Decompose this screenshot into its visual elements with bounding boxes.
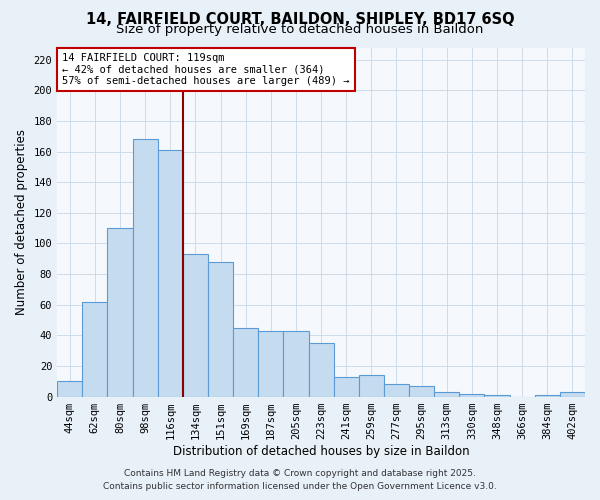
Bar: [158, 150, 183, 396]
Bar: [535, 395, 560, 396]
Bar: [283, 330, 308, 396]
Bar: [434, 392, 460, 396]
Bar: [359, 375, 384, 396]
Text: Size of property relative to detached houses in Baildon: Size of property relative to detached ho…: [116, 22, 484, 36]
Bar: [460, 394, 484, 396]
Text: Contains HM Land Registry data © Crown copyright and database right 2025.
Contai: Contains HM Land Registry data © Crown c…: [103, 470, 497, 491]
Bar: [484, 395, 509, 396]
Bar: [107, 228, 133, 396]
Bar: [233, 328, 258, 396]
Bar: [57, 382, 82, 396]
Text: 14 FAIRFIELD COURT: 119sqm
← 42% of detached houses are smaller (364)
57% of sem: 14 FAIRFIELD COURT: 119sqm ← 42% of deta…: [62, 52, 350, 86]
Text: 14, FAIRFIELD COURT, BAILDON, SHIPLEY, BD17 6SQ: 14, FAIRFIELD COURT, BAILDON, SHIPLEY, B…: [86, 12, 514, 28]
Bar: [409, 386, 434, 396]
Bar: [183, 254, 208, 396]
Bar: [308, 343, 334, 396]
Bar: [82, 302, 107, 396]
X-axis label: Distribution of detached houses by size in Baildon: Distribution of detached houses by size …: [173, 444, 469, 458]
Bar: [334, 376, 359, 396]
Y-axis label: Number of detached properties: Number of detached properties: [15, 129, 28, 315]
Bar: [384, 384, 409, 396]
Bar: [133, 140, 158, 396]
Bar: [258, 330, 283, 396]
Bar: [560, 392, 585, 396]
Bar: [208, 262, 233, 396]
